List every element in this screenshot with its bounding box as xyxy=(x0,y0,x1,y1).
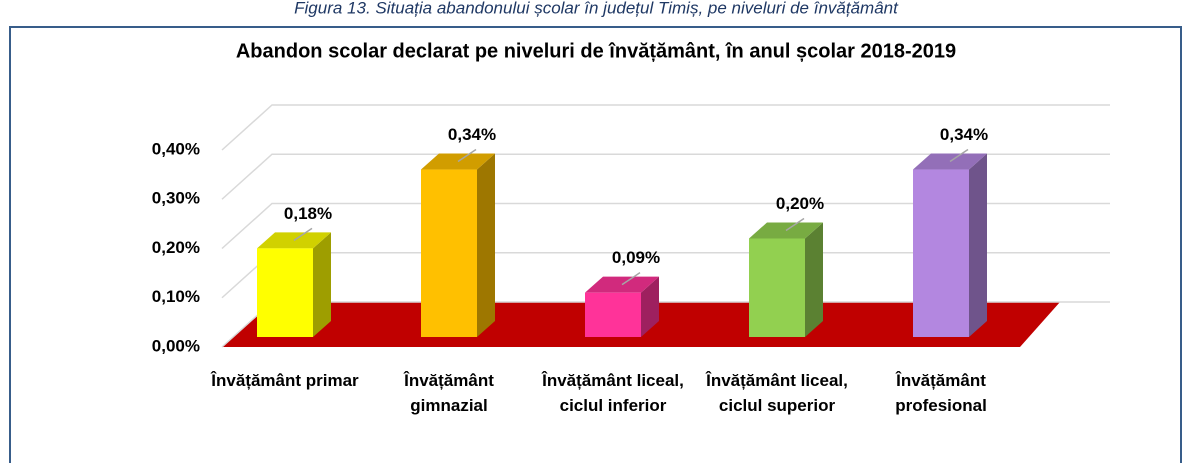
x-tick-label: Învățământ primar xyxy=(211,371,359,390)
x-tick-label: Învățământ liceal, ciclul inferior xyxy=(542,371,684,415)
x-tick-label: Învățământ gimnazial xyxy=(404,371,494,415)
grid-line xyxy=(221,202,1110,250)
leader-line xyxy=(621,272,641,286)
y-tick-label: 0,10% xyxy=(152,287,200,306)
leader-line xyxy=(785,217,805,232)
value-label: 0,18% xyxy=(284,204,332,223)
chart-title: Abandon scolar declarat pe niveluri de î… xyxy=(236,40,956,62)
bar xyxy=(257,248,313,337)
y-tick-label: 0,00% xyxy=(152,336,200,355)
x-tick-label: Învățământ profesional xyxy=(895,371,987,415)
bar-side xyxy=(641,276,659,337)
leader-line xyxy=(457,148,477,163)
leader-line xyxy=(949,148,969,163)
value-label: 0,34% xyxy=(940,125,988,144)
bar-side xyxy=(969,153,987,337)
bar xyxy=(913,169,969,337)
leader-line xyxy=(293,227,313,241)
value-label: 0,34% xyxy=(448,125,496,144)
y-tick-label: 0,40% xyxy=(152,139,200,158)
bar-side xyxy=(477,153,495,337)
caption: Figura 13. Situația abandonului școlar î… xyxy=(294,0,899,17)
bar-side xyxy=(313,232,331,337)
y-tick-label: 0,20% xyxy=(152,238,200,257)
grid-line xyxy=(221,153,1110,200)
y-tick-label: 0,30% xyxy=(152,189,200,208)
bar xyxy=(421,169,477,337)
bar xyxy=(749,238,805,337)
value-label: 0,20% xyxy=(776,194,824,213)
x-tick-label: Învățământ liceal, ciclul superior xyxy=(706,371,848,415)
value-label: 0,09% xyxy=(612,248,660,267)
bar xyxy=(585,292,641,337)
bar-side xyxy=(805,222,823,337)
grid-line xyxy=(221,104,1110,151)
